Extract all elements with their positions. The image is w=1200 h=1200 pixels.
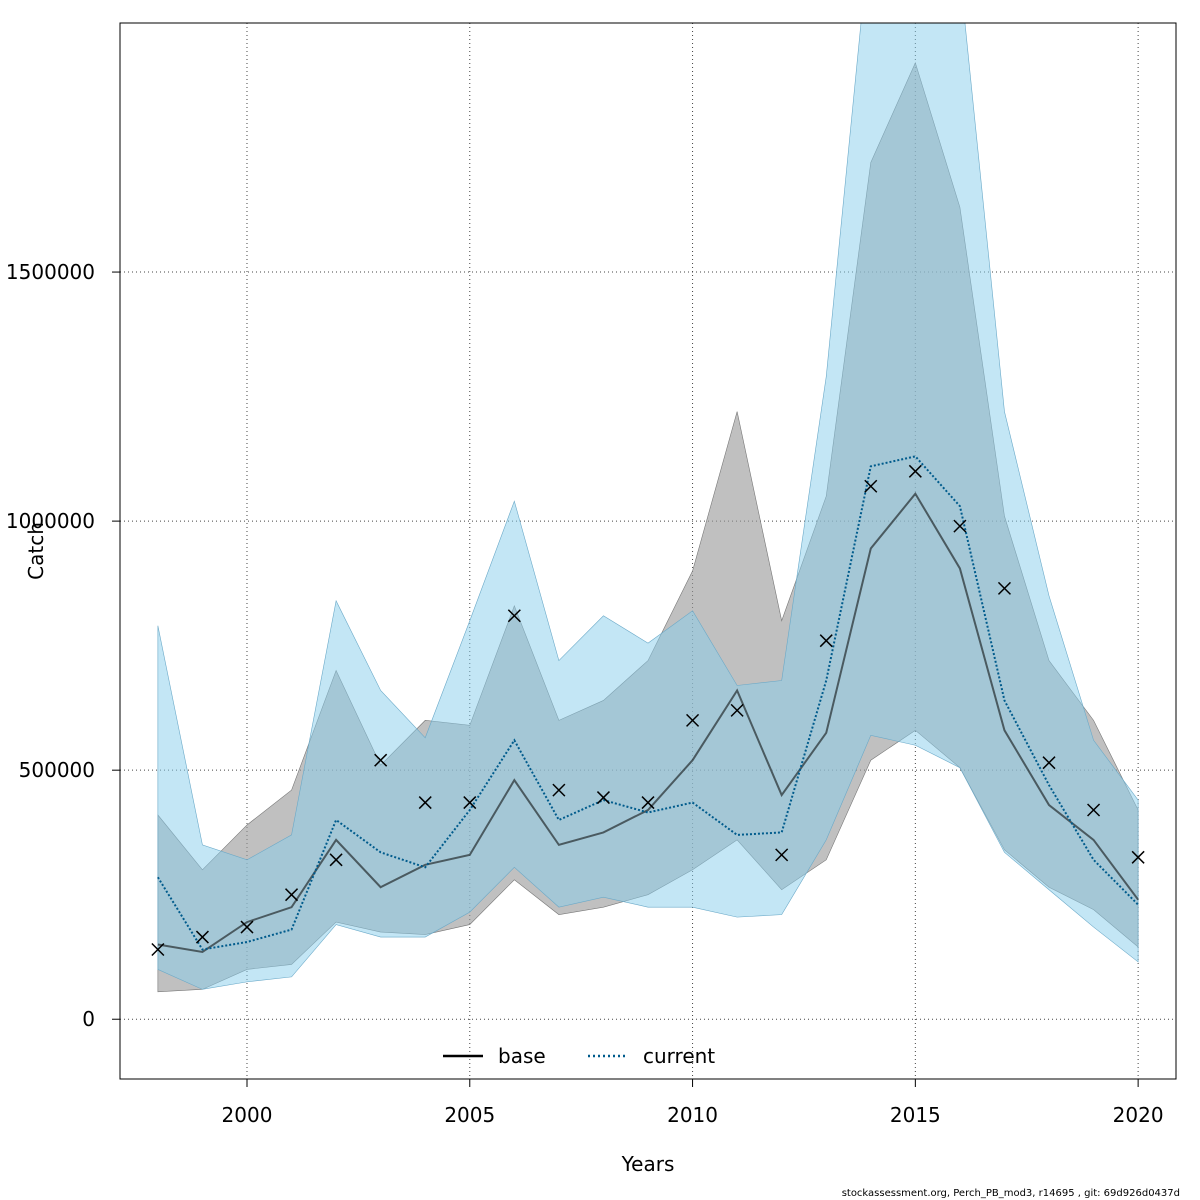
series-lines — [157, 455, 1139, 954]
observation-2010 — [686, 713, 700, 727]
observation-2014 — [864, 479, 878, 493]
observation-2002 — [329, 853, 343, 867]
legend-base-label: base — [498, 1044, 546, 1068]
confidence-bands — [157, 23, 1139, 993]
observation-1999 — [195, 930, 209, 944]
observation-2016 — [953, 519, 967, 533]
observation-2012 — [775, 848, 789, 862]
y-axis: 0 500000 1000000 1500000 — [6, 260, 120, 1031]
observation-2001 — [285, 888, 299, 902]
legend: base current — [443, 1044, 715, 1068]
x-tick-label-2020: 2020 — [1113, 1103, 1164, 1127]
observation-2004 — [418, 796, 432, 810]
observation-2020 — [1131, 850, 1145, 864]
observation-2013 — [819, 634, 833, 648]
plot-frame — [119, 22, 1177, 1080]
x-axis: 2000 2005 2010 2015 2020 — [222, 1079, 1164, 1127]
observation-2006 — [507, 609, 521, 623]
y-tick-label-1000000: 1000000 — [6, 509, 95, 533]
legend-current-label: current — [643, 1044, 715, 1068]
footer-note: stockassessment.org, Perch_PB_mod3, r146… — [842, 1188, 1180, 1199]
line-base — [157, 491, 1139, 954]
x-tick-label-2005: 2005 — [444, 1103, 495, 1127]
observations — [151, 464, 1145, 957]
x-tick-label-2015: 2015 — [890, 1103, 941, 1127]
x-tick-label-2010: 2010 — [667, 1103, 718, 1127]
x-axis-title: Years — [621, 1152, 675, 1176]
observation-2005 — [463, 796, 477, 810]
observation-2009 — [641, 796, 655, 810]
observation-2019 — [1087, 803, 1101, 817]
observation-2018 — [1042, 756, 1056, 770]
y-tick-label-500000: 500000 — [19, 758, 95, 782]
observation-2015 — [908, 464, 922, 478]
observation-2007 — [552, 783, 566, 797]
band-current — [157, 23, 1139, 990]
observation-2003 — [374, 753, 388, 767]
observation-2000 — [240, 920, 254, 934]
observation-2008 — [596, 791, 610, 805]
observation-2017 — [997, 581, 1011, 595]
x-tick-label-2000: 2000 — [222, 1103, 273, 1127]
observation-2011 — [730, 703, 744, 717]
y-axis-title: Catch — [24, 522, 48, 580]
observation-1998 — [151, 942, 165, 957]
y-tick-label-1500000: 1500000 — [6, 260, 95, 284]
y-tick-label-0: 0 — [82, 1007, 95, 1031]
